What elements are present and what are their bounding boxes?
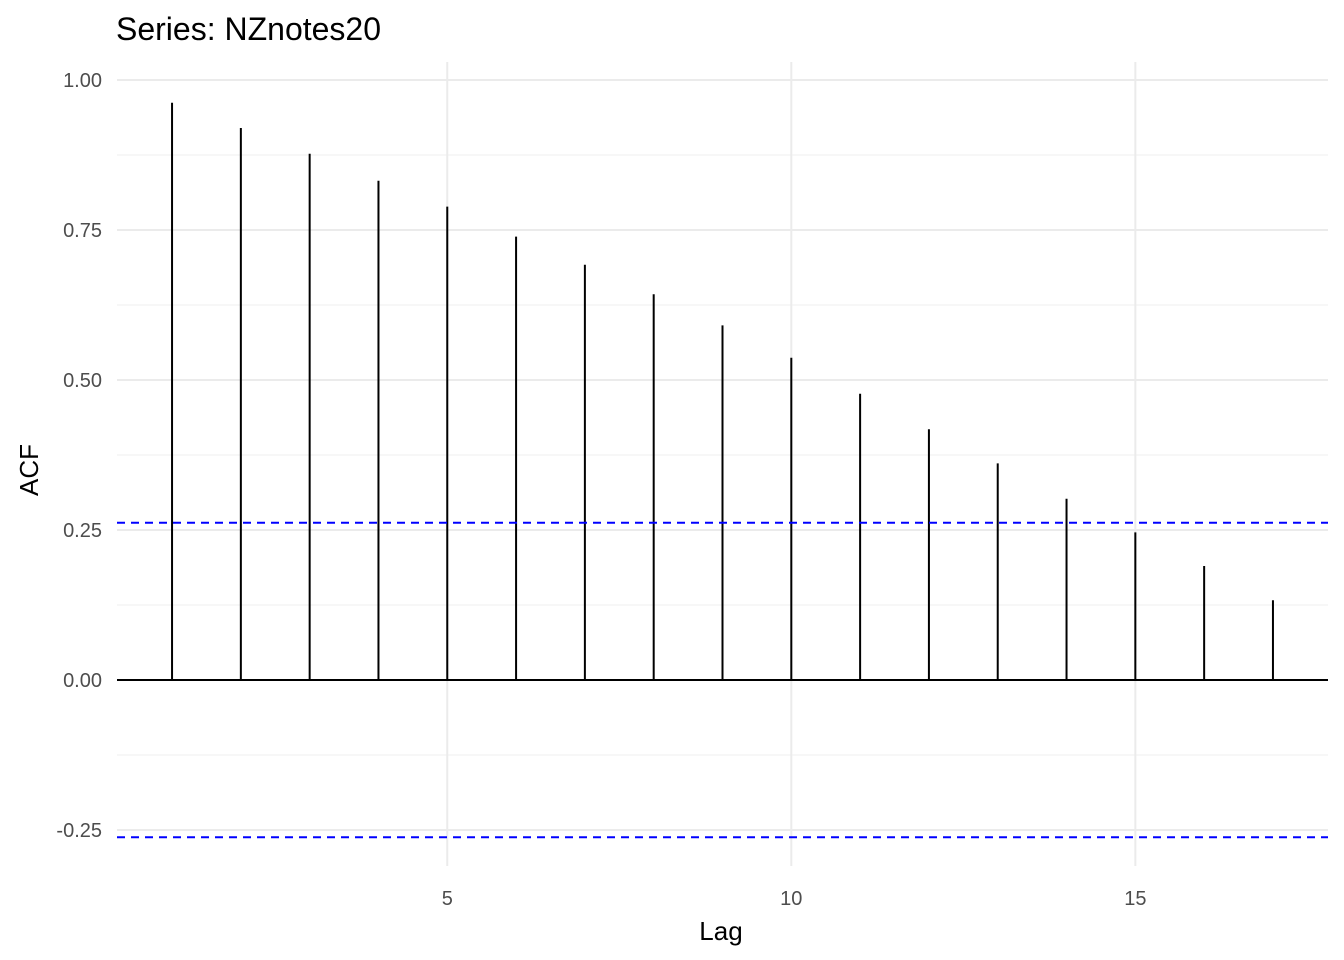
x-tick-label: 15 [1124, 888, 1146, 910]
x-axis-title: Lag [699, 916, 742, 946]
plot-marks [117, 102, 1328, 839]
y-tick-label: 1.00 [63, 70, 102, 92]
y-axis-title: ACF [14, 444, 44, 496]
y-tick-label: 0.00 [63, 670, 102, 692]
y-tick-label: 0.25 [63, 520, 102, 542]
y-axis-ticks: -0.25 0.00 0.25 0.50 0.75 1.00 [56, 70, 102, 842]
chart-title: Series: NZnotes20 [116, 11, 381, 47]
x-axis-ticks: 5 10 15 [442, 888, 1147, 910]
y-tick-label: 0.50 [63, 370, 102, 392]
x-tick-label: 5 [442, 888, 453, 910]
x-tick-label: 10 [780, 888, 802, 910]
y-tick-label: 0.75 [63, 220, 102, 242]
y-tick-label: -0.25 [56, 820, 102, 842]
